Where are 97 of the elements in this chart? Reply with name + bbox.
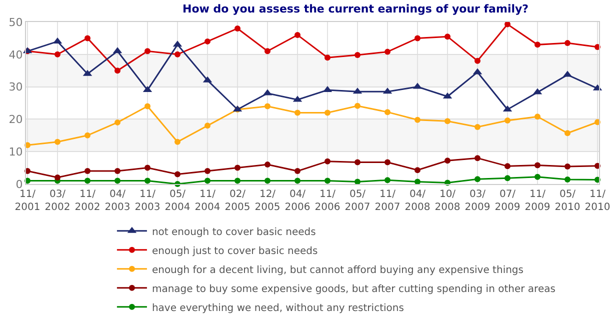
point <box>474 155 480 162</box>
point <box>54 51 60 58</box>
point <box>114 68 120 74</box>
point <box>204 38 210 44</box>
point <box>354 102 360 109</box>
point <box>84 168 90 174</box>
point <box>414 116 420 123</box>
point <box>444 34 450 40</box>
point <box>384 109 390 116</box>
point <box>174 51 180 58</box>
point <box>504 118 510 124</box>
x-tick-label: 12/ 2005 <box>254 189 280 213</box>
y-tick-label: 30 <box>8 80 23 94</box>
x-tick-label: 10/ 2008 <box>434 189 460 213</box>
x-tick-label: 03/ 2002 <box>44 189 70 213</box>
legend-label: have everything we need, without any restrictions <box>152 302 404 314</box>
point <box>204 122 210 129</box>
point <box>54 138 60 145</box>
point <box>84 178 90 184</box>
point <box>534 42 540 48</box>
y-tick-label: 0 <box>16 178 23 191</box>
point <box>144 48 150 54</box>
point <box>114 119 120 126</box>
point <box>324 110 330 116</box>
point <box>534 114 540 120</box>
point <box>354 159 360 166</box>
point <box>324 54 330 61</box>
y-tick-label: 20 <box>8 113 23 126</box>
point <box>234 25 240 32</box>
x-tick-label: 11/ 2002 <box>74 189 100 213</box>
point <box>474 58 480 64</box>
point <box>384 48 390 55</box>
x-tick-label: 05/ 2007 <box>344 189 370 213</box>
x-tick-label: 04/ 2006 <box>284 189 310 213</box>
point <box>564 164 570 170</box>
point <box>264 178 270 184</box>
point <box>84 35 90 42</box>
legend-label: enough for a decent living, but cannot afford buying any expensive things <box>152 264 524 276</box>
point <box>54 174 60 181</box>
point <box>294 110 300 116</box>
point <box>504 175 510 182</box>
x-tick-label: 11/ 2010 <box>584 189 610 213</box>
x-tick-label: 07/ 2009 <box>494 189 520 213</box>
y-tick-label: 50 <box>8 16 23 29</box>
y-tick-label: 10 <box>8 145 23 158</box>
point <box>384 159 390 166</box>
point <box>174 138 180 145</box>
point <box>264 103 270 110</box>
chart-title: How do you assess the current earnings of your family? <box>182 2 529 16</box>
point <box>294 178 300 184</box>
point <box>564 40 570 46</box>
point <box>294 32 300 38</box>
point <box>534 162 540 168</box>
point <box>294 168 300 174</box>
point <box>84 132 90 138</box>
point <box>234 178 240 184</box>
x-tick-label: 11/ 2001 <box>14 189 40 213</box>
point <box>534 174 540 180</box>
x-tick-label: 05/ 2004 <box>164 189 190 213</box>
point <box>474 176 480 182</box>
point <box>324 158 330 164</box>
legend-label: manage to buy some expensive goods, but after cutting spending in other areas <box>152 284 556 295</box>
point <box>414 35 420 42</box>
x-tick-label: 03/ 2009 <box>464 189 490 213</box>
point <box>204 178 210 184</box>
point <box>564 130 570 136</box>
x-tick-label: 11/ 2003 <box>134 189 160 213</box>
point <box>504 163 510 170</box>
point <box>474 124 480 130</box>
x-tick-label: 11/ 2006 <box>314 189 340 213</box>
x-tick-label: 04/ 2003 <box>104 189 130 213</box>
x-tick-label: 11/ 2004 <box>194 189 220 213</box>
point <box>174 171 180 178</box>
point <box>444 118 450 124</box>
point <box>324 178 330 184</box>
point <box>444 158 450 164</box>
point <box>564 176 570 182</box>
legend-label: enough just to cover basic needs <box>152 246 318 257</box>
x-tick-label: 11/ 2007 <box>374 189 400 213</box>
point <box>264 162 270 168</box>
point <box>354 52 360 58</box>
point <box>234 164 240 171</box>
point <box>144 178 150 184</box>
point <box>144 103 150 110</box>
point <box>384 177 390 184</box>
point <box>414 167 420 174</box>
point <box>114 168 120 174</box>
point <box>204 168 210 174</box>
legend-label: not enough to cover basic needs <box>152 226 316 238</box>
point <box>114 178 120 184</box>
x-tick-label: 05/ 2010 <box>554 189 580 213</box>
x-tick-label: 02/ 2005 <box>224 189 250 213</box>
point <box>144 164 150 171</box>
point <box>264 48 270 54</box>
x-tick-label: 04/ 2008 <box>404 189 430 213</box>
x-tick-label: 11/ 2009 <box>524 189 550 213</box>
y-tick-label: 40 <box>8 48 23 62</box>
